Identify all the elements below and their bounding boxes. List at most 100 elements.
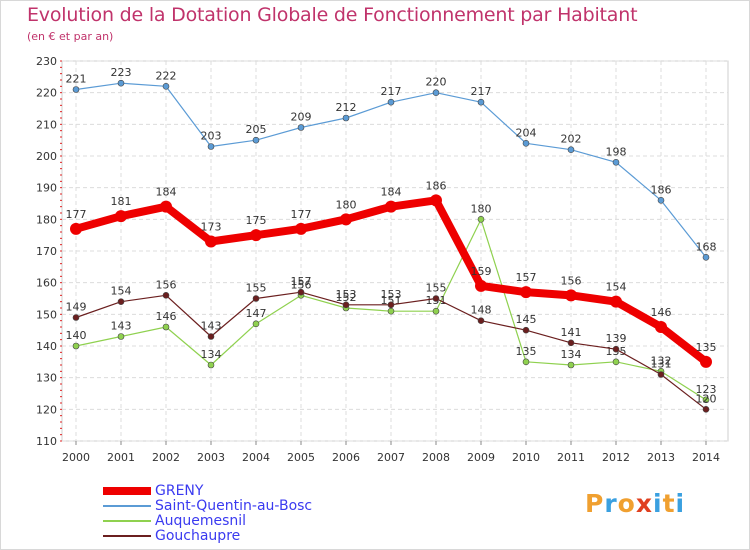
y-tick-label: 230 bbox=[36, 55, 57, 68]
data-point bbox=[117, 79, 125, 87]
data-label: 154 bbox=[606, 281, 627, 294]
data-point bbox=[567, 361, 575, 369]
data-point bbox=[387, 98, 395, 106]
data-label: 154 bbox=[111, 285, 132, 298]
data-label: 156 bbox=[156, 278, 177, 291]
x-tick-label: 2007 bbox=[377, 451, 405, 464]
data-label: 141 bbox=[561, 326, 582, 339]
data-label: 221 bbox=[66, 73, 87, 86]
logo-letter: r bbox=[604, 489, 618, 518]
y-tick-label: 210 bbox=[36, 118, 57, 131]
data-label: 217 bbox=[381, 85, 402, 98]
data-point bbox=[297, 288, 305, 296]
data-point bbox=[657, 197, 665, 204]
data-point bbox=[297, 124, 305, 131]
legend-swatch bbox=[103, 505, 151, 507]
data-label: 149 bbox=[66, 301, 87, 314]
data-label: 184 bbox=[156, 186, 177, 199]
legend-label: Gouchaupre bbox=[155, 528, 241, 544]
x-tick-label: 2003 bbox=[197, 451, 225, 464]
data-label: 143 bbox=[111, 320, 132, 333]
x-tick-label: 2004 bbox=[242, 451, 270, 464]
data-label: 177 bbox=[291, 208, 312, 221]
data-point bbox=[432, 89, 440, 96]
data-point bbox=[477, 216, 485, 223]
data-point bbox=[387, 301, 395, 309]
data-label: 153 bbox=[381, 288, 402, 301]
data-label: 173 bbox=[201, 221, 222, 234]
data-label: 175 bbox=[246, 214, 267, 227]
data-label: 203 bbox=[201, 130, 222, 143]
data-label: 180 bbox=[336, 198, 357, 211]
x-tick-label: 2012 bbox=[602, 451, 630, 464]
data-point bbox=[207, 333, 215, 340]
proxiti-logo: Proxiti bbox=[585, 489, 685, 518]
data-point bbox=[207, 143, 215, 150]
legend-swatch bbox=[103, 520, 151, 522]
data-point bbox=[475, 279, 487, 292]
data-label: 147 bbox=[246, 307, 267, 320]
data-point bbox=[430, 194, 442, 207]
data-label: 152 bbox=[336, 291, 357, 304]
data-label: 148 bbox=[471, 304, 492, 317]
data-point bbox=[385, 200, 397, 213]
data-point bbox=[567, 146, 575, 153]
data-point bbox=[522, 358, 530, 366]
data-label: 204 bbox=[516, 126, 537, 139]
data-label: 156 bbox=[291, 278, 312, 291]
data-point bbox=[612, 345, 620, 353]
legend-swatch bbox=[103, 487, 151, 495]
logo-letter: i bbox=[653, 489, 663, 518]
data-point bbox=[162, 292, 170, 299]
data-point bbox=[205, 235, 217, 248]
x-tick-label: 2000 bbox=[62, 451, 90, 464]
data-point bbox=[342, 114, 350, 122]
data-label: 135 bbox=[696, 341, 717, 354]
data-label: 140 bbox=[66, 329, 87, 342]
x-tick-label: 2010 bbox=[512, 451, 540, 464]
data-point bbox=[72, 314, 80, 321]
x-tick-label: 2006 bbox=[332, 451, 360, 464]
data-label: 132 bbox=[651, 354, 672, 367]
y-tick-label: 170 bbox=[36, 245, 57, 258]
x-tick-label: 2002 bbox=[152, 451, 180, 464]
data-point bbox=[70, 222, 82, 235]
x-tick-label: 2013 bbox=[647, 451, 675, 464]
y-tick-label: 160 bbox=[36, 277, 57, 290]
data-label: 184 bbox=[381, 186, 402, 199]
data-label: 131 bbox=[651, 358, 672, 371]
data-point bbox=[657, 371, 665, 378]
data-label: 134 bbox=[561, 348, 582, 361]
data-point bbox=[702, 406, 710, 413]
x-tick-label: 2008 bbox=[422, 451, 450, 464]
data-label: 146 bbox=[156, 310, 177, 323]
data-label: 145 bbox=[516, 313, 537, 326]
data-label: 209 bbox=[291, 111, 312, 124]
data-label: 222 bbox=[156, 69, 177, 82]
data-point bbox=[342, 301, 350, 309]
logo-letter: x bbox=[635, 489, 653, 518]
data-point bbox=[612, 358, 620, 366]
data-point bbox=[522, 140, 530, 147]
data-point bbox=[432, 307, 440, 315]
y-tick-label: 180 bbox=[36, 213, 57, 226]
data-point bbox=[387, 307, 395, 315]
logo-letter: i bbox=[675, 489, 686, 518]
data-label: 123 bbox=[696, 383, 717, 396]
y-tick-label: 110 bbox=[36, 435, 57, 448]
data-label: 217 bbox=[471, 85, 492, 98]
legend-swatch bbox=[103, 535, 151, 537]
y-tick-label: 220 bbox=[36, 87, 57, 100]
data-label: 139 bbox=[606, 332, 627, 345]
data-label: 134 bbox=[201, 348, 222, 361]
y-tick-label: 140 bbox=[36, 340, 57, 353]
data-label: 159 bbox=[471, 265, 492, 278]
data-label: 202 bbox=[561, 133, 582, 146]
data-point bbox=[702, 396, 710, 404]
legend-label: GRENY bbox=[155, 483, 204, 499]
data-point bbox=[520, 286, 532, 299]
data-point bbox=[162, 323, 170, 331]
data-label: 212 bbox=[336, 101, 357, 114]
